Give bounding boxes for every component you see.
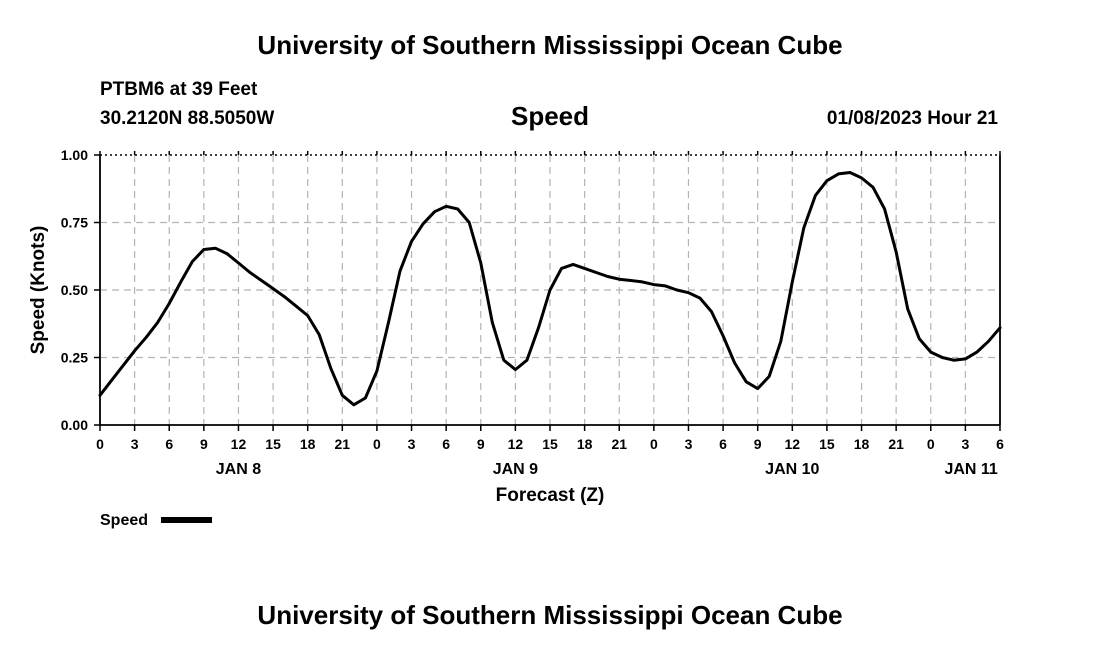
x-tick-label: 21 bbox=[335, 436, 351, 452]
x-tick-label: 12 bbox=[508, 436, 524, 452]
x-tick-label: 12 bbox=[231, 436, 247, 452]
x-tick-label: 15 bbox=[265, 436, 281, 452]
y-axis-title: Speed (Knots) bbox=[28, 226, 49, 355]
legend: Speed bbox=[100, 512, 212, 529]
legend-swatch bbox=[161, 517, 212, 523]
x-tick-label: 6 bbox=[442, 436, 450, 452]
series-line-speed bbox=[98, 171, 1002, 407]
coordinates-label: 30.2120N 88.5050W bbox=[100, 108, 274, 129]
x-tick-label: 9 bbox=[754, 436, 762, 452]
y-tick-label: 0.00 bbox=[61, 417, 88, 433]
day-label: JAN 11 bbox=[944, 461, 997, 478]
x-tick-label: 3 bbox=[131, 436, 139, 452]
x-tick-label: 3 bbox=[685, 436, 693, 452]
y-tick-label: 1.00 bbox=[61, 147, 88, 163]
x-tick-label: 18 bbox=[300, 436, 316, 452]
x-tick-label: 0 bbox=[650, 436, 658, 452]
variable-title: Speed bbox=[511, 101, 589, 131]
x-tick-label: 18 bbox=[854, 436, 870, 452]
x-tick-label: 9 bbox=[477, 436, 485, 452]
x-tick-label: 0 bbox=[373, 436, 381, 452]
x-axis-ticks: 0 3 6 9 12 15 18 21 0 3 6 9 12 15 18 21 0 3 6 9 12 15 18 21 0 3 6 bbox=[96, 151, 1004, 452]
day-label: JAN 8 bbox=[216, 461, 261, 478]
x-tick-label: 3 bbox=[961, 436, 969, 452]
x-tick-label: 15 bbox=[819, 436, 835, 452]
day-label: JAN 10 bbox=[765, 461, 819, 478]
x-axis-title: Forecast (Z) bbox=[496, 485, 605, 506]
day-labels: JAN 8 JAN 9 JAN 10 JAN 11 bbox=[216, 461, 998, 478]
y-tick-label: 0.50 bbox=[61, 282, 88, 298]
y-tick-label: 0.75 bbox=[61, 215, 88, 231]
x-tick-label: 21 bbox=[611, 436, 627, 452]
chart-title-top: University of Southern Mississippi Ocean… bbox=[257, 30, 842, 60]
x-tick-label: 6 bbox=[165, 436, 173, 452]
x-tick-label: 0 bbox=[96, 436, 104, 452]
datetime-label: 01/08/2023 Hour 21 bbox=[827, 108, 999, 129]
x-tick-label: 18 bbox=[577, 436, 593, 452]
x-tick-label: 21 bbox=[888, 436, 904, 452]
x-tick-label: 15 bbox=[542, 436, 558, 452]
chart-title-bottom: University of Southern Mississippi Ocean… bbox=[257, 600, 842, 630]
series-group bbox=[98, 171, 1002, 407]
legend-label: Speed bbox=[100, 512, 148, 529]
station-label: PTBM6 at 39 Feet bbox=[100, 79, 258, 100]
x-tick-label: 6 bbox=[719, 436, 727, 452]
x-tick-label: 0 bbox=[927, 436, 935, 452]
y-axis-ticks: 0.00 0.25 0.50 0.75 1.00 bbox=[61, 147, 100, 433]
x-tick-label: 12 bbox=[785, 436, 801, 452]
x-tick-label: 6 bbox=[996, 436, 1004, 452]
day-label: JAN 9 bbox=[493, 461, 538, 478]
x-tick-label: 9 bbox=[200, 436, 208, 452]
x-tick-label: 3 bbox=[408, 436, 416, 452]
y-tick-label: 0.25 bbox=[61, 350, 88, 366]
